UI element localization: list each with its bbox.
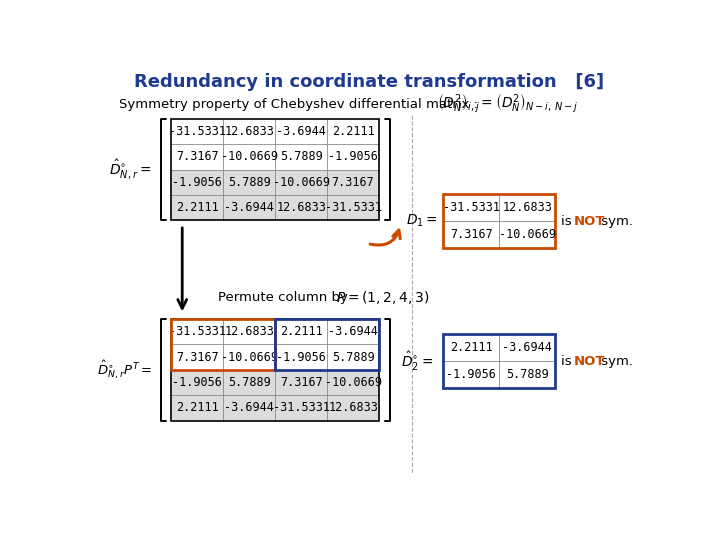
- Text: -3.6944: -3.6944: [502, 341, 552, 354]
- Text: 7.3167: 7.3167: [450, 228, 492, 241]
- Text: 2.2111: 2.2111: [280, 325, 323, 338]
- FancyArrowPatch shape: [370, 230, 400, 245]
- Text: 5.7889: 5.7889: [280, 150, 323, 163]
- Text: 5.7889: 5.7889: [228, 376, 271, 389]
- Text: 2.2111: 2.2111: [176, 201, 219, 214]
- Text: $\mathit{\hat{D}}^{\circ}_2 =$: $\mathit{\hat{D}}^{\circ}_2 =$: [401, 349, 433, 373]
- Text: -1.9056: -1.9056: [446, 368, 496, 381]
- Text: $\mathit{\hat{D}}^{\circ}_{N,r} =$: $\mathit{\hat{D}}^{\circ}_{N,r} =$: [109, 158, 151, 181]
- Bar: [171, 319, 275, 370]
- Text: 5.7889: 5.7889: [332, 350, 374, 363]
- Text: -10.0669: -10.0669: [221, 350, 278, 363]
- Bar: [171, 119, 379, 220]
- Text: -1.9056: -1.9056: [172, 376, 222, 389]
- Bar: [275, 319, 379, 370]
- Text: -10.0669: -10.0669: [498, 228, 556, 241]
- Text: sym.: sym.: [597, 355, 633, 368]
- Bar: [444, 334, 555, 388]
- Text: -3.6944: -3.6944: [225, 401, 274, 414]
- Text: Permute column by: Permute column by: [218, 291, 361, 304]
- Text: $\mathit{\hat{D}}^{\circ}_{N,r} P^T =$: $\mathit{\hat{D}}^{\circ}_{N,r} P^T =$: [97, 358, 153, 381]
- Text: 5.7889: 5.7889: [505, 368, 549, 381]
- Text: 7.3167: 7.3167: [176, 150, 219, 163]
- Text: NOT: NOT: [574, 214, 605, 228]
- Text: -10.0669: -10.0669: [325, 376, 382, 389]
- Text: 12.6833: 12.6833: [225, 125, 274, 138]
- Text: 12.6833: 12.6833: [328, 401, 378, 414]
- Text: -1.9056: -1.9056: [328, 150, 378, 163]
- Text: -31.5331: -31.5331: [325, 201, 382, 214]
- Text: -3.6944: -3.6944: [276, 125, 326, 138]
- Bar: [171, 319, 379, 421]
- Text: -10.0669: -10.0669: [221, 150, 278, 163]
- Text: sym.: sym.: [597, 214, 633, 228]
- Text: 2.2111: 2.2111: [450, 341, 492, 354]
- Text: 12.6833: 12.6833: [276, 201, 326, 214]
- Text: -31.5331: -31.5331: [168, 325, 226, 338]
- Text: -31.5331: -31.5331: [168, 125, 226, 138]
- Text: NOT: NOT: [574, 355, 605, 368]
- Text: 7.3167: 7.3167: [176, 350, 219, 363]
- Bar: [171, 195, 379, 220]
- Bar: [171, 370, 379, 395]
- Text: -10.0669: -10.0669: [273, 176, 330, 188]
- Bar: [171, 395, 379, 421]
- Text: -31.5331: -31.5331: [443, 201, 500, 214]
- Text: 2.2111: 2.2111: [176, 401, 219, 414]
- Bar: [444, 194, 555, 248]
- Text: Symmetry property of Chebyshev differential matrix :: Symmetry property of Chebyshev different…: [120, 98, 479, 111]
- Text: 5.7889: 5.7889: [228, 176, 271, 188]
- Text: is: is: [561, 214, 576, 228]
- Text: 12.6833: 12.6833: [225, 325, 274, 338]
- Text: 7.3167: 7.3167: [332, 176, 374, 188]
- Text: -1.9056: -1.9056: [276, 350, 326, 363]
- Text: -31.5331: -31.5331: [273, 401, 330, 414]
- Bar: [171, 170, 379, 195]
- Text: -3.6944: -3.6944: [225, 201, 274, 214]
- Text: Redundancy in coordinate transformation   [6]: Redundancy in coordinate transformation …: [134, 73, 604, 91]
- Text: is: is: [561, 355, 576, 368]
- Text: 12.6833: 12.6833: [502, 201, 552, 214]
- Text: $P=(1,2,4,3)$: $P=(1,2,4,3)$: [336, 289, 430, 306]
- Text: $D_1 =$: $D_1 =$: [405, 213, 438, 230]
- Text: $\left(D_N^2\right)_{i,j} = \left(D_N^2\right)_{N-i,\,N-j}$: $\left(D_N^2\right)_{i,j} = \left(D_N^2\…: [437, 92, 578, 114]
- Text: 7.3167: 7.3167: [280, 376, 323, 389]
- Text: -3.6944: -3.6944: [328, 325, 378, 338]
- Text: 2.2111: 2.2111: [332, 125, 374, 138]
- Text: -1.9056: -1.9056: [172, 176, 222, 188]
